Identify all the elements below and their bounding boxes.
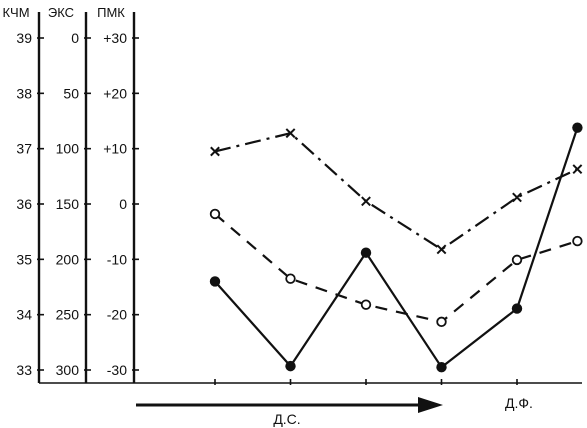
y-tick-label: +30 — [103, 30, 127, 46]
df-label: Д.Ф. — [505, 395, 533, 411]
y-tick-label: 37 — [16, 141, 32, 157]
y-tick-label: +20 — [103, 85, 127, 101]
data-point-cross — [572, 164, 583, 175]
y-tick-label: 0 — [119, 196, 127, 212]
data-point-open-circle — [209, 208, 221, 220]
series-line-dashed — [214, 213, 578, 323]
y-axis-pmk: ПМК +30 +20 +10 0 -10 -20 -30 — [97, 5, 139, 383]
y-tick-label: 50 — [63, 85, 79, 101]
ds-label: Д.С. — [273, 411, 300, 427]
data-point-open-circle — [360, 299, 372, 310]
data-point-filled-circle — [436, 362, 447, 373]
y-axis-header-eks: ЭКС — [48, 5, 74, 20]
data-point-filled-circle — [209, 276, 221, 287]
y-axis-kchm: КЧМ 39 38 37 36 35 34 33 — [2, 5, 44, 383]
y-tick-label: 34 — [16, 307, 32, 323]
y-tick-label: 250 — [56, 307, 80, 323]
y-tick-label: 100 — [56, 141, 80, 157]
y-tick-label: 150 — [56, 196, 80, 212]
data-point-filled-circle — [572, 122, 583, 133]
data-point-cross — [436, 244, 447, 255]
y-tick-label: 38 — [16, 85, 32, 101]
y-tick-label: -30 — [107, 362, 127, 378]
series-open-circle — [209, 208, 583, 328]
y-tick-label: -10 — [107, 251, 127, 267]
data-point-filled-circle — [511, 303, 523, 314]
data-point-open-circle — [285, 273, 296, 284]
y-tick-label: -20 — [107, 307, 127, 323]
y-axis-eks: ЭКС 0 50 100 150 200 250 300 — [48, 5, 91, 383]
x-axis — [39, 379, 582, 385]
y-tick-label: 200 — [56, 251, 80, 267]
y-tick-label: 36 — [16, 196, 32, 212]
series-filled-circle — [209, 122, 583, 373]
series-line-solid — [214, 127, 579, 369]
data-point-cross — [210, 146, 220, 157]
data-point-open-circle — [572, 235, 583, 247]
y-tick-label: 39 — [16, 30, 32, 46]
annotations-layer: Д.С. Д.Ф. — [136, 395, 533, 427]
y-axis-header-kchm: КЧМ — [2, 5, 29, 20]
data-point-cross — [512, 192, 522, 203]
data-point-filled-circle — [285, 360, 296, 372]
data-point-open-circle — [511, 254, 523, 266]
data-point-cross — [285, 128, 296, 139]
axes-layer: КЧМ 39 38 37 36 35 34 33 ЭКС 0 50 100 150 200 250 300 ПМ… — [2, 5, 139, 383]
y-axis-header-pmk: ПМК — [97, 5, 125, 20]
data-point-open-circle — [436, 316, 447, 328]
series-layer — [209, 122, 583, 373]
y-tick-label: 33 — [16, 362, 32, 378]
ds-arrow-head — [418, 397, 443, 413]
ds-arrow — [136, 397, 443, 413]
data-point-filled-circle — [360, 247, 372, 258]
series-cross — [210, 128, 583, 255]
y-tick-label: 35 — [16, 251, 32, 267]
series-line-dash-dot — [214, 132, 578, 251]
y-tick-label: 0 — [71, 30, 79, 46]
data-point-cross — [361, 196, 371, 207]
y-tick-label: +10 — [103, 141, 127, 157]
y-tick-label: 300 — [56, 362, 80, 378]
